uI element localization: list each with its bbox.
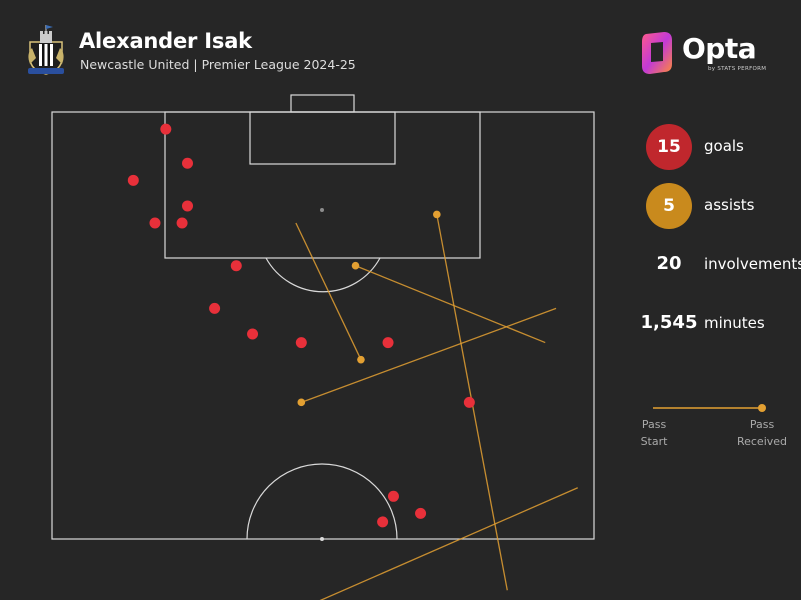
assist-received-point	[351, 261, 360, 270]
stat-involvements: 20 involvements	[640, 242, 801, 288]
assist-received-point	[297, 398, 306, 407]
assist-received-point	[357, 355, 365, 364]
minutes-label: minutes	[704, 314, 765, 332]
involvements-value: 20	[656, 253, 682, 274]
assist-pass-line	[295, 222, 362, 360]
legend-pass-start-text: Pass Start	[640, 418, 668, 448]
legend-line	[653, 404, 766, 412]
goals-label: goals	[704, 137, 744, 155]
goal-shot-point	[377, 516, 389, 528]
goal-shot-point	[209, 302, 221, 314]
goal-shot-point	[149, 217, 161, 229]
penalty-arc	[265, 257, 381, 293]
player-name: Alexander Isak	[79, 29, 252, 53]
penalty-spot	[320, 208, 324, 212]
goal-shot-point	[295, 337, 307, 349]
opta-wordmark: Opta	[682, 32, 757, 65]
goal-shot-point	[127, 174, 139, 186]
minutes-value: 1,545	[640, 312, 698, 333]
center-spot	[320, 537, 324, 541]
assists-badge: 5	[646, 183, 692, 229]
penalty-box	[164, 111, 481, 259]
goal-layer	[127, 123, 475, 528]
goal-shot-point	[182, 157, 193, 169]
team-season: Newcastle United | Premier League 2024-2…	[80, 57, 356, 72]
stat-assists: 5 assists	[640, 183, 800, 229]
assists-label: assists	[704, 196, 755, 214]
assist-pass-line	[355, 265, 546, 344]
stat-minutes: 1,545 minutes	[640, 301, 800, 347]
goals-badge: 15	[646, 124, 692, 170]
assist-pass-line	[301, 307, 557, 403]
involvements-label: involvements	[704, 255, 801, 273]
assist-received-point	[433, 210, 441, 219]
center-circle	[246, 463, 398, 540]
legend-pass-start: Pass Start	[636, 416, 672, 450]
goal	[290, 94, 355, 113]
legend-pass-received: Pass Received	[734, 416, 790, 450]
goal-shot-point	[160, 123, 172, 135]
opta-mark-icon	[642, 32, 672, 74]
goal-shot-point	[463, 396, 475, 408]
assist-pass-line	[436, 214, 508, 591]
opta-byline: by STATS PERFORM	[708, 66, 767, 72]
goal-shot-point	[176, 217, 188, 229]
pitch-boundary	[51, 111, 595, 540]
goal-shot-point	[387, 490, 399, 502]
legend-pass-received-text: Pass Received	[736, 418, 788, 448]
legend-pass-dot	[758, 404, 766, 412]
goal-shot-point	[230, 260, 242, 272]
newcastle-crest-icon	[28, 25, 64, 75]
goal-shot-point	[182, 200, 193, 212]
goal-shot-point	[415, 507, 427, 519]
stat-goals: 15 goals	[640, 124, 800, 170]
assist-layer	[295, 210, 579, 600]
opta-logo: Opta by STATS PERFORM	[638, 30, 766, 80]
goal-shot-point	[247, 328, 259, 340]
six-yard-box	[249, 111, 396, 165]
goal-shot-point	[382, 337, 394, 349]
assist-pass-line	[319, 487, 579, 600]
pitch-markings	[51, 94, 595, 540]
